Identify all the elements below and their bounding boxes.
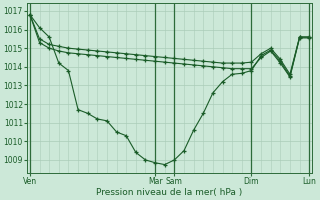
X-axis label: Pression niveau de la mer( hPa ): Pression niveau de la mer( hPa ) (96, 188, 243, 197)
